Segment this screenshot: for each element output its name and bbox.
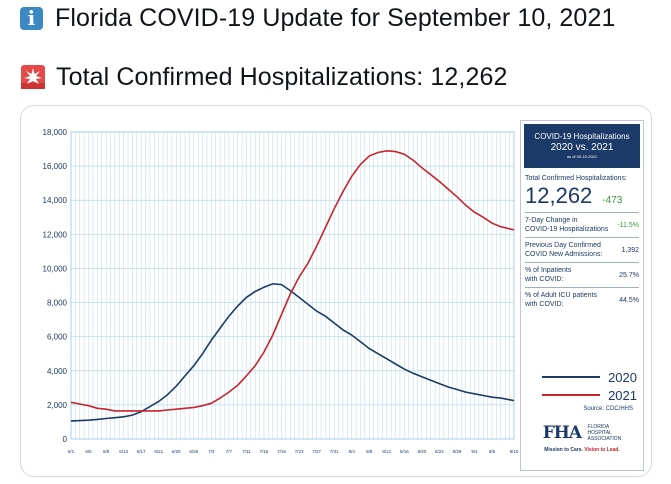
fha-logo: FHA FLORIDA HOSPITAL ASSOCIATION Mission…: [521, 423, 643, 453]
series-line-2020: [70, 282, 515, 422]
tweet-title: Florida COVID-19 Update for September 10…: [55, 3, 616, 32]
panel-as-of: as of 09-10-2021: [566, 154, 598, 159]
x-tick-label: 7/19: [277, 449, 286, 454]
mission-tagline: Mission to Care. Vision to Lead.: [521, 447, 643, 453]
x-tick-label: 7/31: [330, 449, 339, 454]
divider: [525, 262, 639, 263]
x-tick-label: 8/16: [400, 449, 409, 454]
fha-name-1: FLORIDA: [587, 424, 610, 430]
y-tick-label: 4,000: [47, 367, 68, 376]
plot-area: [70, 131, 515, 440]
x-tick-label: 7/15: [260, 449, 269, 454]
icu-label-1: % of Adult ICU patients: [525, 292, 597, 299]
x-tick-label: 8/24: [435, 449, 444, 454]
icu-value: 44.5%: [619, 296, 639, 304]
fha-logo-mark: FHA: [542, 423, 582, 443]
mission-part-2: Vision to Lead.: [584, 447, 620, 453]
divider: [525, 287, 639, 288]
chart-legend: 2020 2021 Source: CDC/HHS: [521, 368, 643, 412]
fha-logo-name: FLORIDA HOSPITAL ASSOCIATION: [587, 424, 621, 442]
x-tick-label: 6/21: [154, 449, 163, 454]
x-tick-label: 8/20: [418, 449, 427, 454]
x-tick-label: 7/23: [295, 449, 304, 454]
icu-row: % of Adult ICU patients with COVID: 44.5…: [521, 291, 643, 309]
y-tick-label: 18,000: [43, 128, 68, 137]
x-tick-label: 7/27: [312, 449, 321, 454]
x-tick-label: 6/17: [137, 449, 146, 454]
change-label-1: 7-Day Change in: [525, 217, 578, 224]
stats-panel: COVID-19 Hospitalizations 2020 vs. 2021 …: [520, 120, 644, 471]
tweet-line-date: i Florida COVID-19 Update for September …: [20, 3, 615, 33]
x-tick-label: 8/12: [382, 449, 391, 454]
panel-header: COVID-19 Hospitalizations 2020 vs. 2021 …: [524, 124, 640, 168]
x-tick-label: 6/1: [68, 449, 75, 454]
x-tick-label: 9/10: [510, 449, 519, 454]
legend-item-2021: 2021: [521, 386, 643, 404]
police-light-icon: [20, 65, 46, 89]
x-tick-label: 6/5: [85, 449, 92, 454]
attached-image[interactable]: 0 2,000 4,000 6,000 8,000 10,000 12,000 14,000 1…: [20, 105, 652, 477]
hospitalizations-chart: 0 2,000 4,000 6,000 8,000 10,000 12,000 14,000 1…: [43, 128, 519, 454]
y-tick-label: 8,000: [47, 299, 68, 308]
source-note: Source: CDC/HHS: [583, 406, 633, 412]
fha-name-3: ASSOCIATION: [587, 436, 622, 442]
mission-part-1: Mission to Care.: [544, 447, 583, 453]
x-tick-label: 8/28: [453, 449, 462, 454]
x-tick-label: 6/29: [189, 449, 198, 454]
y-tick-label: 10,000: [43, 264, 68, 273]
legend-item-2020: 2020: [521, 368, 643, 386]
legend-swatch-2021: [542, 394, 601, 396]
inpatients-label-1: % of Inpatients: [525, 267, 572, 274]
y-tick-label: 12,000: [43, 230, 68, 239]
prev-label-2: COVID New Admissions:: [525, 251, 603, 258]
divider: [525, 237, 639, 238]
legend-swatch-2020: [542, 376, 601, 378]
total-value: 12,262: [525, 183, 593, 208]
y-tick-label: 2,000: [47, 401, 68, 410]
prev-label-1: Previous Day Confirmed: [525, 242, 601, 249]
x-tick-label: 6/13: [119, 449, 128, 454]
x-tick-label: 6/25: [172, 449, 181, 454]
y-tick-label: 14,000: [43, 196, 68, 205]
x-tick-label: 8/8: [366, 449, 373, 454]
change-value: -11.5%: [617, 221, 639, 229]
x-tick-label: 8/4: [349, 449, 356, 454]
change-label-2: COVID-19 Hospitalizations: [525, 226, 609, 233]
y-tick-label: 0: [63, 435, 68, 444]
tweet-line-total: Total Confirmed Hospitalizations: 12,262: [20, 62, 507, 92]
x-tick-label: 7/3: [208, 449, 215, 454]
legend-label-2021: 2021: [608, 387, 637, 403]
total-row: 12,262 -473: [521, 183, 643, 209]
inpatients-value: 25.7%: [619, 271, 639, 279]
change-row: 7-Day Change in COVID-19 Hospitalization…: [521, 216, 643, 234]
information-icon: i: [20, 6, 43, 30]
x-tick-label: 7/11: [242, 449, 251, 454]
total-label: Total Confirmed Hospitalizations:: [525, 175, 627, 182]
fha-name-2: HOSPITAL: [587, 430, 612, 436]
tweet-total: Total Confirmed Hospitalizations: 12,262: [56, 62, 508, 91]
icu-label-2: with COVID:: [525, 301, 564, 308]
x-tick-label: 9/1: [471, 449, 478, 454]
series-line-2021: [70, 149, 515, 412]
prev-row: Previous Day Confirmed COVID New Admissi…: [521, 241, 643, 259]
y-tick-label: 6,000: [47, 333, 68, 342]
y-tick-label: 16,000: [43, 162, 68, 171]
divider: [525, 212, 639, 213]
panel-title: COVID-19 Hospitalizations: [534, 132, 630, 141]
x-tick-label: 6/9: [103, 449, 110, 454]
prev-value: 1,392: [621, 246, 639, 254]
x-tick-label: 7/7: [226, 449, 233, 454]
inpatients-row: % of Inpatients with COVID: 25.7%: [521, 266, 643, 284]
inpatients-label-2: with COVID:: [525, 276, 564, 283]
total-delta: -473: [602, 195, 623, 206]
panel-subtitle: 2020 vs. 2021: [550, 142, 614, 153]
x-tick-label: 9/5: [489, 449, 496, 454]
legend-label-2020: 2020: [608, 369, 637, 385]
